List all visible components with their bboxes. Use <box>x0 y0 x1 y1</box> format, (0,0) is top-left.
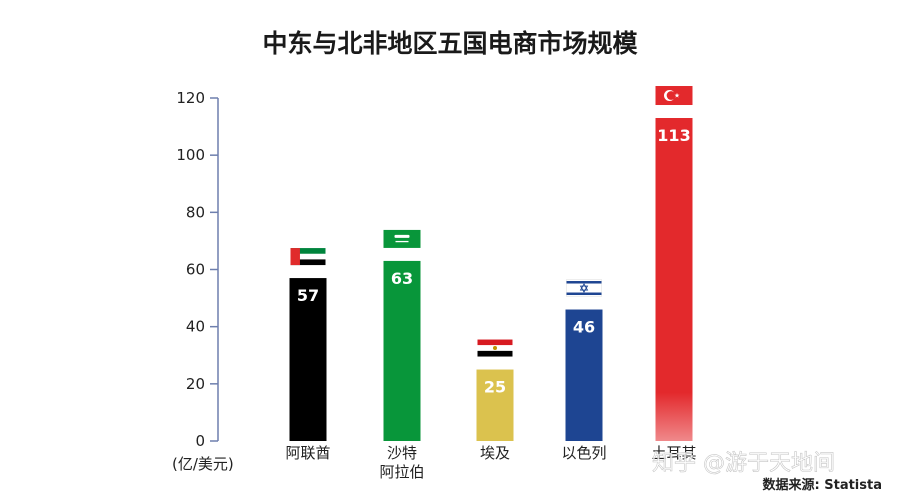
bar-value-label: 46 <box>573 318 595 337</box>
bar-value-label: 57 <box>297 286 319 305</box>
watermark: 知乎 @游于天地间 <box>652 451 835 476</box>
bar <box>655 118 693 441</box>
y-axis-ticks: 0 20 40 60 80 100 120 <box>176 89 218 450</box>
bar-value-label: 25 <box>484 378 506 397</box>
y-tick-label: 40 <box>186 318 205 336</box>
chart-title: 中东与北非地区五国电商市场规模 <box>262 29 638 58</box>
y-tick-label: 100 <box>176 146 205 164</box>
category-label: 阿联酋 <box>285 444 330 462</box>
category-label: 埃及 <box>480 444 510 462</box>
source-label: 数据来源: Statista <box>763 477 882 493</box>
category-label: 阿拉伯 <box>379 463 424 481</box>
israel-flag-icon <box>566 279 602 297</box>
bar <box>383 260 421 441</box>
egypt-flag-icon <box>477 339 513 357</box>
bar <box>476 369 514 441</box>
bar <box>565 309 603 441</box>
y-axis-unit-label: (亿/美元) <box>172 455 234 473</box>
turkey-flag-icon <box>655 86 693 106</box>
saudi-flag-icon <box>383 229 421 248</box>
y-tick-label: 0 <box>195 432 205 450</box>
bar <box>289 278 327 441</box>
y-tick-label: 80 <box>186 203 205 221</box>
category-label: 沙特 <box>387 444 417 462</box>
category-label: 以色列 <box>561 444 606 462</box>
y-tick-label: 120 <box>176 89 205 107</box>
flags <box>290 86 693 357</box>
category-label: 土耳其 <box>651 444 696 462</box>
bars: 57 63 25 46 113 <box>289 118 693 441</box>
bar-value-label: 63 <box>391 269 413 288</box>
y-tick-label: 60 <box>186 261 205 279</box>
bar-value-label: 113 <box>657 126 690 145</box>
uae-flag-icon <box>290 248 326 266</box>
y-tick-label: 20 <box>186 375 205 393</box>
